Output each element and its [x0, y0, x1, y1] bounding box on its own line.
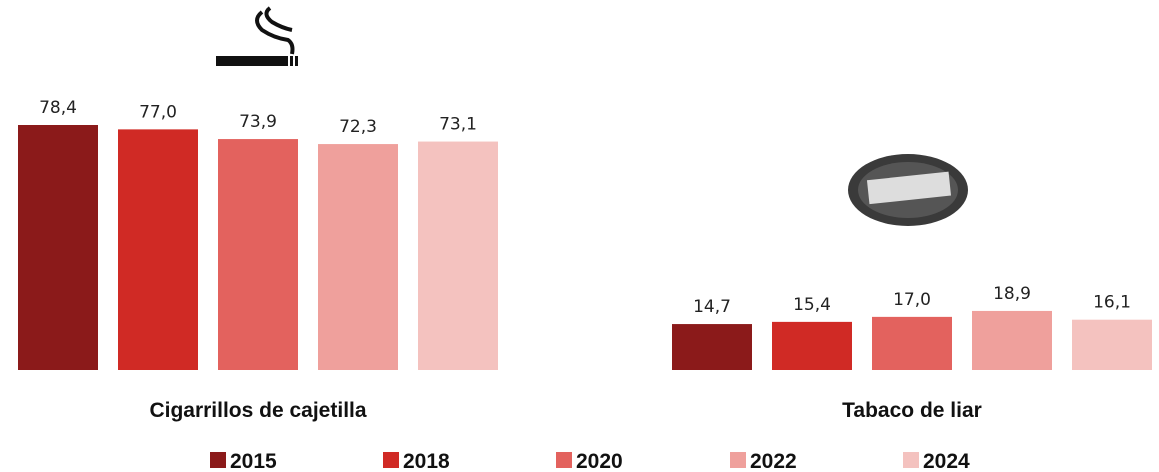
value-label: 15,4 — [793, 295, 831, 315]
value-label: 14,7 — [693, 297, 731, 317]
bar — [218, 139, 298, 370]
bar — [318, 144, 398, 370]
value-label: 73,1 — [439, 115, 477, 135]
value-label: 72,3 — [339, 117, 377, 137]
legend-label: 2024 — [923, 450, 970, 472]
bar — [18, 125, 98, 370]
cigarette-icon — [216, 6, 298, 66]
bar — [1072, 319, 1152, 370]
legend-swatch — [556, 452, 572, 468]
bar — [418, 141, 498, 370]
bar — [972, 310, 1052, 370]
legend-swatch — [903, 452, 919, 468]
legend-label: 2020 — [576, 450, 623, 472]
bar — [672, 324, 752, 370]
legend-swatch — [210, 452, 226, 468]
tobacco-image — [848, 154, 968, 226]
bar — [772, 321, 852, 370]
legend-label: 2018 — [403, 450, 450, 472]
legend-swatch — [730, 452, 746, 468]
category-label: Cigarrillos de cajetilla — [149, 399, 366, 422]
value-label: 17,0 — [893, 290, 931, 310]
value-label: 78,4 — [39, 98, 77, 118]
bar — [118, 129, 198, 370]
value-label: 18,9 — [993, 284, 1031, 304]
legend-swatch — [383, 452, 399, 468]
category-label: Tabaco de liar — [842, 399, 982, 422]
legend-label: 2022 — [750, 450, 797, 472]
value-label: 16,1 — [1093, 293, 1131, 313]
legend-label: 2015 — [230, 450, 277, 472]
value-label: 77,0 — [139, 102, 177, 122]
value-label: 73,9 — [239, 112, 277, 132]
bar — [872, 316, 952, 370]
